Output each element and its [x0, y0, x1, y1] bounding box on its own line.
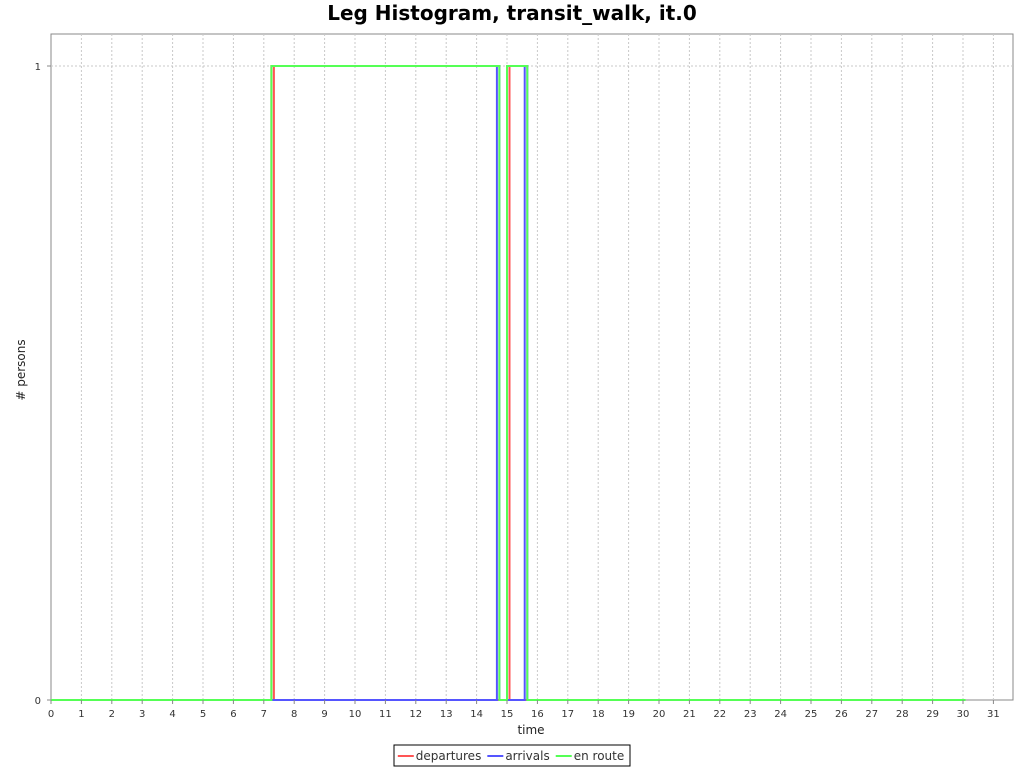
legend: departures arrivals en route [393, 744, 631, 767]
x-tick-label: 1 [78, 709, 84, 720]
x-axis-label: time [517, 723, 544, 737]
x-tick-label: 23 [744, 709, 757, 720]
x-tick-label: 28 [896, 709, 909, 720]
x-tick-label: 2 [109, 709, 115, 720]
x-tick-label: 0 [48, 709, 54, 720]
x-tick-label: 9 [321, 709, 327, 720]
legend-label-en-route: en route [574, 749, 625, 763]
x-tick-label: 6 [230, 709, 236, 720]
x-tick-label: 22 [713, 709, 726, 720]
chart-title: Leg Histogram, transit_walk, it.0 [327, 1, 697, 25]
x-tick-label: 19 [622, 709, 635, 720]
y-axis-ticks: 01 [35, 62, 51, 707]
x-tick-label: 21 [683, 709, 696, 720]
x-tick-label: 12 [409, 709, 422, 720]
x-tick-label: 26 [835, 709, 848, 720]
x-tick-label: 29 [926, 709, 939, 720]
x-tick-label: 25 [805, 709, 818, 720]
y-axis-label: # persons [14, 339, 28, 400]
x-tick-label: 15 [501, 709, 514, 720]
x-tick-label: 4 [169, 709, 175, 720]
x-tick-label: 27 [865, 709, 878, 720]
y-tick-label: 0 [35, 696, 41, 707]
x-tick-label: 3 [139, 709, 145, 720]
x-tick-label: 20 [653, 709, 666, 720]
x-tick-label: 17 [561, 709, 574, 720]
x-tick-label: 30 [957, 709, 970, 720]
x-tick-label: 11 [379, 709, 392, 720]
x-tick-label: 5 [200, 709, 206, 720]
legend-box [393, 744, 631, 767]
x-axis-ticks: 0 1 2 3 4 5 6 7 8 9 10 11 12 13 14 15 16 17 18 19 20 21 22 23 24… [48, 700, 1000, 720]
x-tick-label: 10 [349, 709, 362, 720]
x-tick-label: 18 [592, 709, 605, 720]
x-tick-label: 31 [987, 709, 1000, 720]
legend-label-arrivals: arrivals [505, 749, 549, 763]
x-tick-label: 13 [440, 709, 453, 720]
series-layer [51, 65, 966, 701]
x-tick-label: 7 [261, 709, 267, 720]
grid [51, 34, 1013, 700]
series-line-en-route [51, 65, 966, 701]
y-tick-label: 1 [35, 62, 41, 73]
x-tick-label: 24 [774, 709, 787, 720]
legend-label-departures: departures [416, 749, 482, 763]
x-tick-label: 14 [470, 709, 483, 720]
plot-area [50, 33, 1014, 701]
x-tick-label: 8 [291, 709, 297, 720]
x-tick-label: 16 [531, 709, 544, 720]
